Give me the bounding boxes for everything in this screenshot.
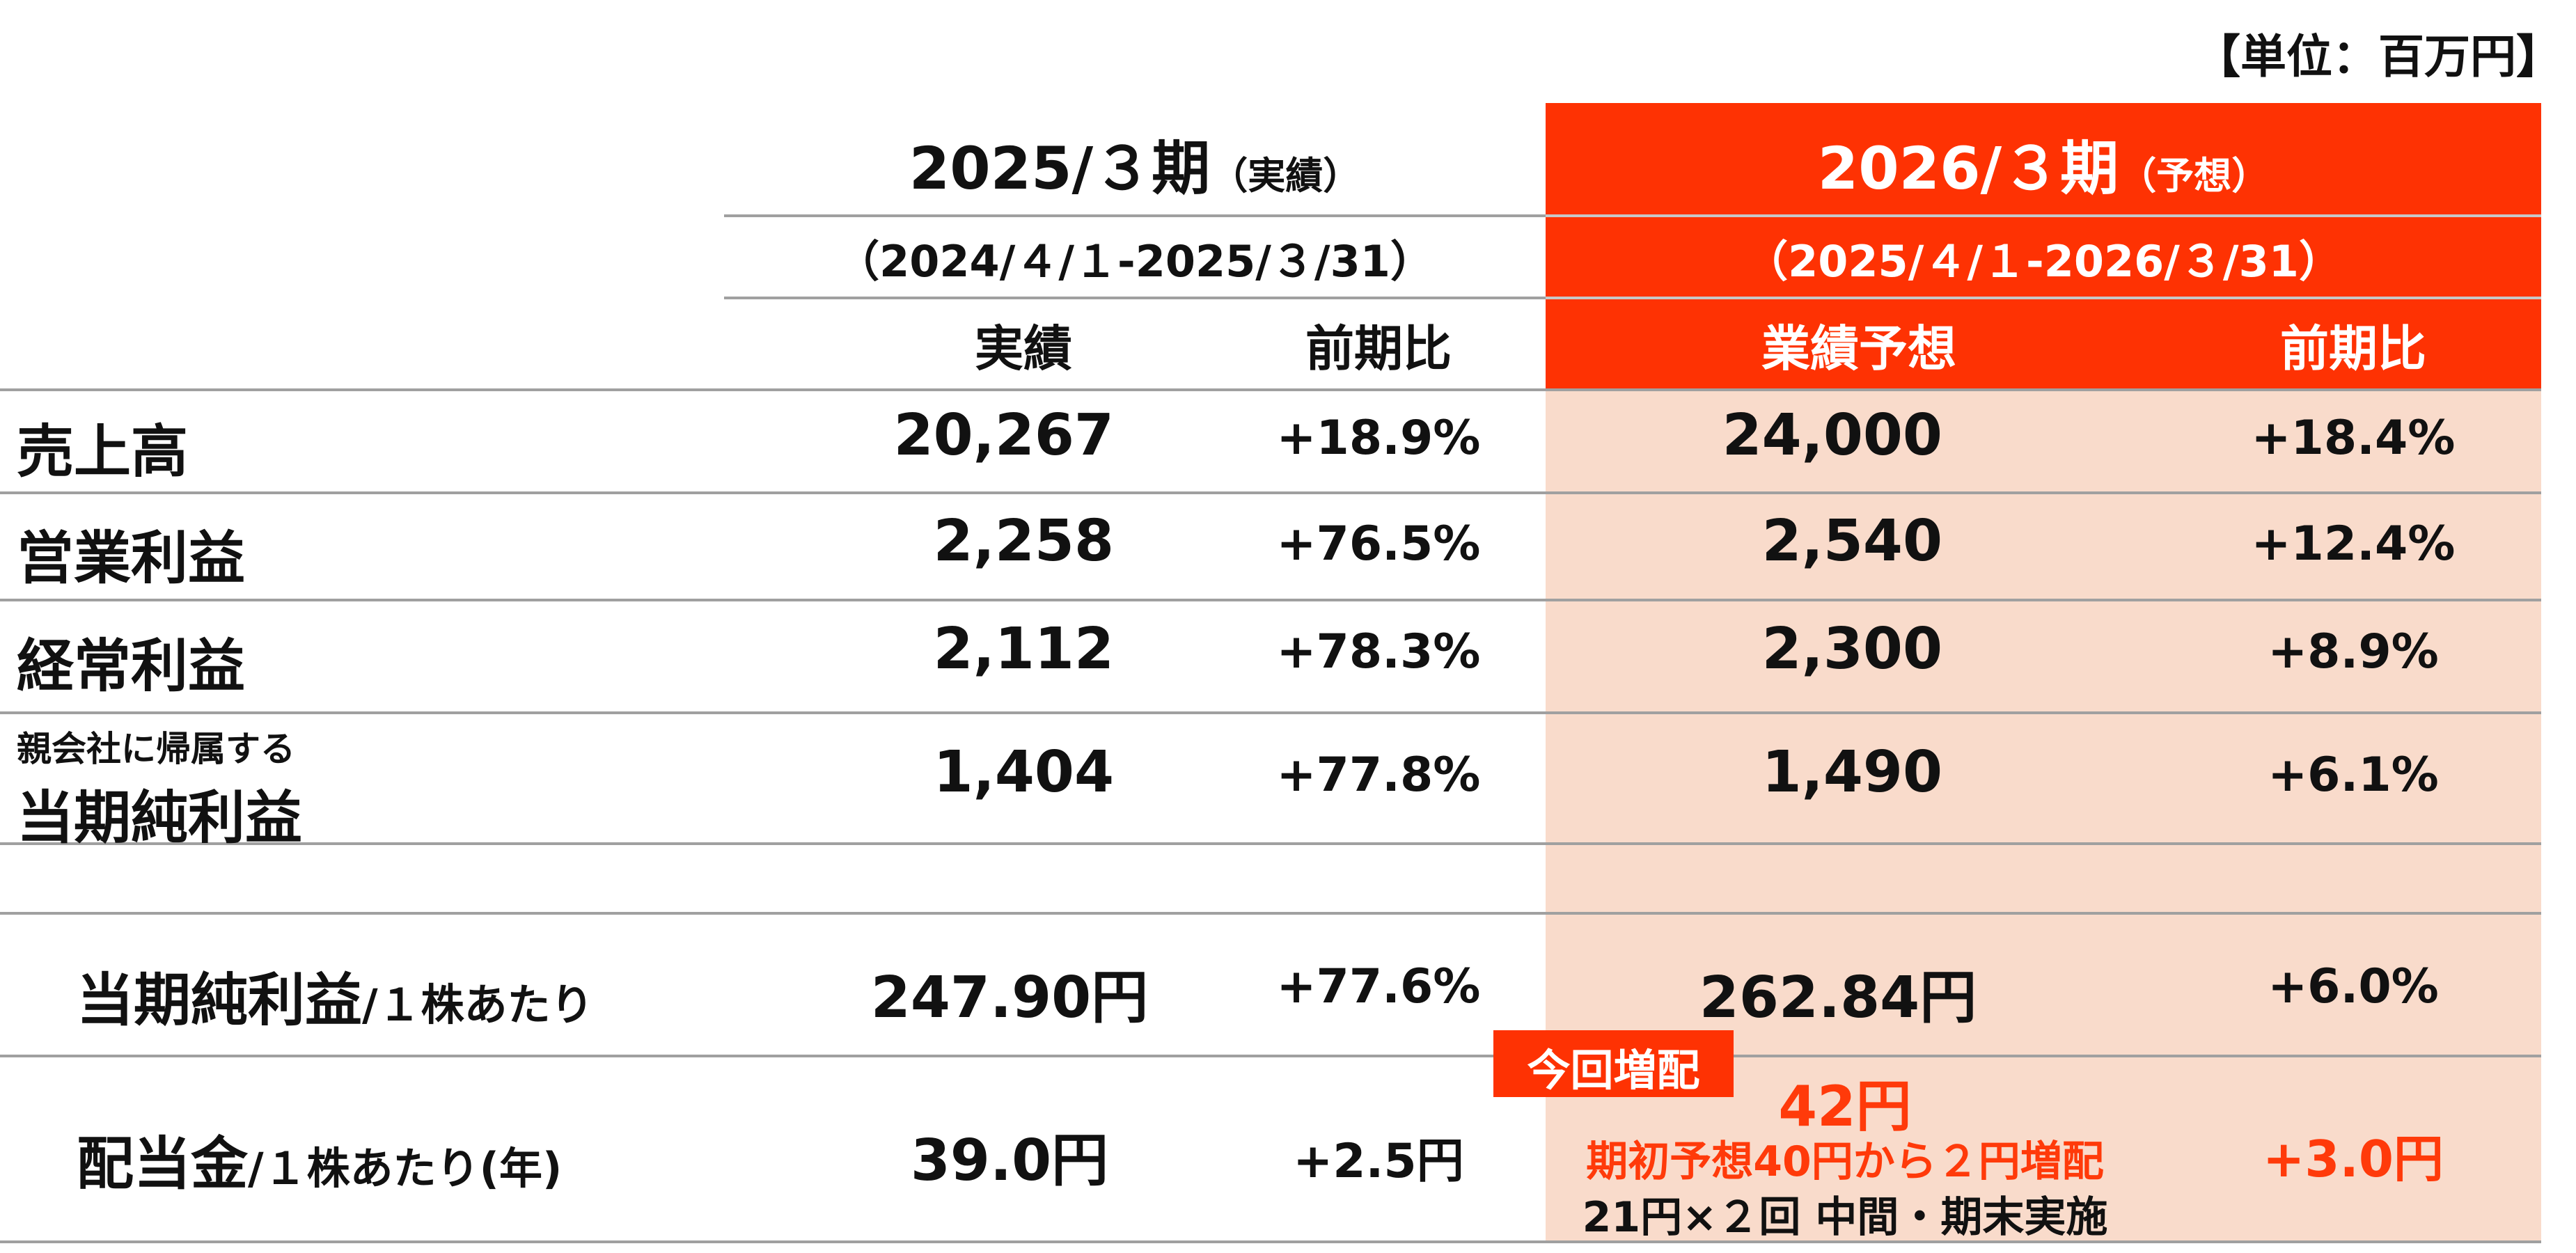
fy2026-col-value: 業績予想 [1761,320,1956,377]
divider [0,912,2541,915]
divider [0,599,2541,601]
fy2026-period: （2025/４/１-2026/３/31） [1745,236,2342,287]
dividend-2025: 39.0円 [910,1128,1109,1194]
fy2025-col-change: 前期比 [1305,320,1452,377]
divider [0,842,2541,845]
divider [0,388,2541,391]
divider [0,1240,2541,1243]
operating-profit-2025-change: +76.5% [1276,517,1481,572]
sales-2026: 24,000 [1722,402,1942,468]
unit-label: 【単位：百万円】 [2194,30,2562,84]
row-label-eps: 当期純利益/１株あたり [77,968,594,1034]
fy2026-title: 2026/３期（予想） [1817,134,2270,203]
divider [1546,214,2541,217]
row-label-operating-profit: 営業利益 [17,526,246,592]
net-income-2026: 1,490 [1761,739,1942,805]
dividend-increase-badge [1493,1030,1734,1097]
eps-2026: 262.84円 [1699,965,1977,1031]
row-label-dividend: 配当金/１株あたり(年) [77,1131,563,1197]
operating-profit-2025: 2,258 [933,508,1114,574]
operating-profit-2026: 2,540 [1761,508,1942,574]
row-label-net-income: 当期純利益 [17,785,303,851]
ordinary-profit-2026: 2,300 [1761,616,1942,682]
divider [724,297,1546,299]
row-label-sales: 売上高 [17,419,189,485]
dividend-2026-detail: 21円×２回 中間・期末実施 [1582,1193,2108,1242]
operating-profit-2026-change: +12.4% [2251,517,2456,572]
fy2025-title: 2025/３期（実績） [909,134,1361,203]
row-label-ordinary-profit: 経常利益 [17,633,246,700]
fy2025-col-value: 実績 [975,320,1072,377]
dividend-2026-note: 期初予想40円から２円増配 [1586,1137,2104,1186]
sales-2025: 20,267 [893,402,1114,468]
sales-2025-change: +18.9% [1276,411,1481,466]
fy2026-col-change: 前期比 [2280,320,2426,377]
ordinary-profit-2025-change: +78.3% [1276,624,1481,679]
divider [0,1055,2541,1057]
eps-2026-change: +6.0% [2268,959,2439,1014]
divider [0,711,2541,714]
dividend-increase-badge-text: 今回増配 [1527,1045,1700,1096]
fy2025-period: （2024/４/１-2025/３/31） [836,236,1434,287]
eps-2025: 247.90円 [870,965,1149,1031]
net-income-2025-change: +77.8% [1276,748,1481,803]
forecast-body-bg [1546,390,2541,1243]
ordinary-profit-2026-change: +8.9% [2268,624,2439,679]
net-income-2025: 1,404 [933,739,1114,805]
dividend-2026: 42円 [1778,1074,1912,1139]
ordinary-profit-2025: 2,112 [933,616,1114,682]
divider [1546,297,2541,299]
divider [724,214,1546,217]
dividend-2026-change: +3.0円 [2263,1130,2444,1188]
sales-2026-change: +18.4% [2251,411,2456,466]
eps-2025-change: +77.6% [1276,959,1481,1014]
divider [0,491,2541,494]
forecast-header-bg [1546,103,2541,390]
dividend-2025-change: +2.5円 [1293,1134,1464,1189]
net-income-2026-change: +6.1% [2268,748,2439,803]
row-label-net-income-prefix: 親会社に帰属する [17,729,295,769]
